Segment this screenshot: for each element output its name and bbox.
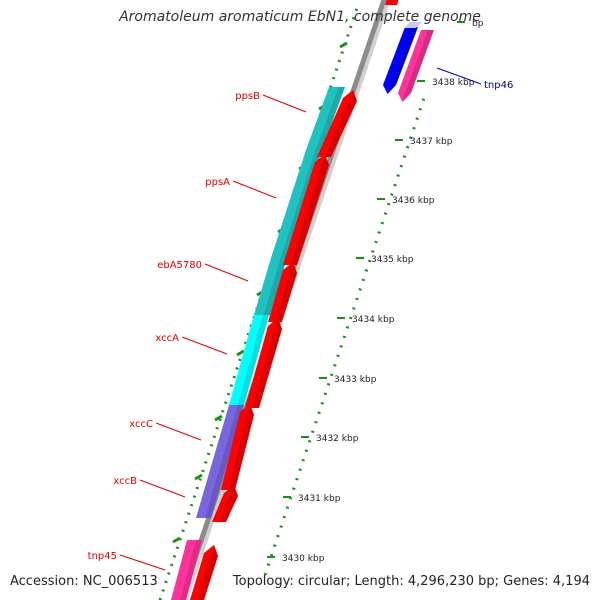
kbp-tick-label: 3430 kbp [282,554,325,564]
gene-label-leader [204,263,249,282]
cog-block-ppsA [271,150,322,258]
cog-block-ebA5780-shade [263,258,287,315]
accession-text: Accession: NC_006513 [10,574,158,589]
cog-block-xccA-shade [238,315,269,405]
kbp-tick-label: 3436 kbp [392,196,435,206]
major-tick [194,473,203,481]
inner-dotted-track [263,94,427,576]
cds-arrow-xccC [221,404,254,490]
cds-arrow-ebA5780-shade [275,262,297,322]
gene-label-leader [436,67,482,85]
gene-label-leader [119,554,166,571]
gene-label-leader [232,180,277,199]
cog-block-ebA5780 [254,258,287,315]
cds-arrow-ppsA-shade [290,154,329,265]
cds-arrow-tnp45 [190,545,218,600]
gene-label-leader [262,94,307,113]
major-tick [339,41,348,49]
kbp-tick-label: 3435 kbp [371,255,414,265]
cds-arrow-tnp46-shade [402,30,434,102]
cog-block-tnp46-top [404,22,422,28]
genome-summary-text: Topology: circular; Length: 4,296,230 bp… [232,574,590,589]
cog-block-ppsB-shade [315,87,345,150]
cds-arrow-ppsB-shade [324,90,357,157]
cds-arrow-xccB [212,485,238,522]
kbp-tick-label: 3438 kbp [432,78,475,88]
cds-arrow-xccA [245,318,282,408]
kbp-tick-label: 3431 kbp [298,494,341,504]
major-tick [214,414,223,422]
backbone-shadow [182,0,391,600]
gene-label: tnp45 [88,551,117,562]
gene-label-leader [181,336,228,355]
cds-arrow-ebA5780 [268,262,297,322]
gene-label: tnp46 [484,80,513,91]
cds-arrow-tnp45-shade [197,545,218,600]
major-tick [236,349,245,357]
feature-layer [171,0,434,600]
cog-block-tnp46 [383,27,418,94]
cog-block-tnp45 [171,540,202,600]
kbp-tick-label: 3432 kbp [316,434,359,444]
gene-label-layer: ppsB ppsA ebA5780 xccA xccC xccB tnp45 tnp46 [88,67,513,571]
cds-arrow-ppsA [283,154,329,265]
kbp-tick-label: 3434 kbp [352,315,395,325]
cds-arrow-xccB-shade [219,485,238,522]
cog-block-tnp46-shade [387,27,418,94]
cog-block-tnp45-shade [180,540,202,600]
gene-label: xccA [155,333,179,344]
cog-block-ppsB [306,87,345,150]
gene-label: xccB [113,476,137,487]
cog-block-xcc [196,405,244,518]
cog-block-xcc-shade [205,405,244,518]
cds-arrow-ppsB [317,90,357,157]
gene-label-leader [139,479,186,498]
tick-label-layer: 3430 kbp 3431 kbp 3432 kbp 3433 kbp 3434 kbp… [267,19,484,564]
kbp-tick-label: 3437 kbp [410,137,453,147]
gene-label: ppsB [235,91,260,102]
gene-label: ppsA [205,177,230,188]
cds-arrow-xccC-shade [228,404,254,490]
cds-arrow-xccA-shade [252,318,282,408]
gene-label: xccC [129,419,153,430]
cds-arrow-tnp46 [398,30,434,102]
cog-block-xccA [229,315,269,405]
kbp-tick-label: 3433 kbp [334,375,377,385]
gene-label-leader [155,422,202,441]
map-title: Aromatoleum aromaticum EbN1, complete ge… [119,9,481,25]
gene-label: ebA5780 [157,260,202,271]
cds-arrow-top-edge [385,0,399,5]
kbp-tick-label: bp [472,19,484,29]
major-tick [172,536,181,544]
